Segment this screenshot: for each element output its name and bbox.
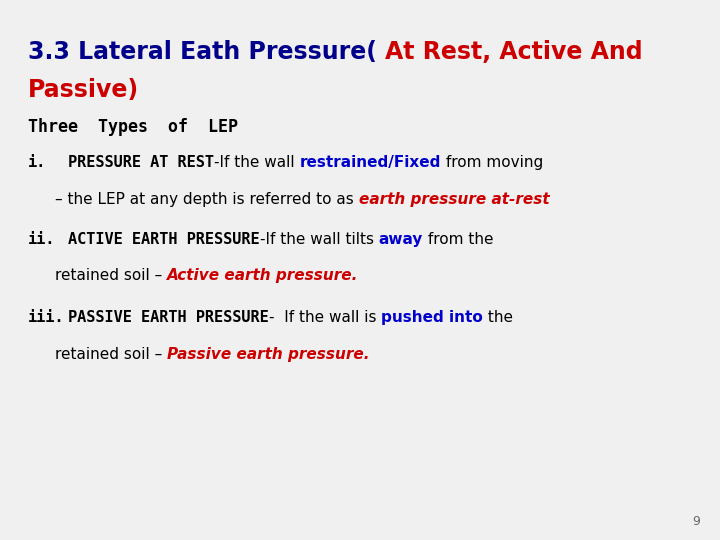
Text: the: the <box>483 310 513 325</box>
Text: iii.: iii. <box>28 310 65 325</box>
Text: ii.: ii. <box>28 232 55 247</box>
Text: PASSIVE EARTH PRESSURE: PASSIVE EARTH PRESSURE <box>68 310 269 325</box>
Text: earth pressure at-rest: earth pressure at-rest <box>359 192 549 207</box>
Text: from the: from the <box>423 232 493 247</box>
Text: retained soil –: retained soil – <box>55 347 167 362</box>
Text: -If the wall tilts: -If the wall tilts <box>260 232 379 247</box>
Text: 3.3 Lateral Eath Pressure(: 3.3 Lateral Eath Pressure( <box>28 40 385 64</box>
Text: At Rest, Active And: At Rest, Active And <box>385 40 643 64</box>
Text: – the LEP at any depth is referred to as: – the LEP at any depth is referred to as <box>55 192 359 207</box>
Text: away: away <box>379 232 423 247</box>
Text: PRESSURE AT REST: PRESSURE AT REST <box>68 155 214 170</box>
Text: retained soil –: retained soil – <box>55 268 167 283</box>
Text: Passive): Passive) <box>28 78 139 102</box>
Text: 9: 9 <box>692 515 700 528</box>
Text: ACTIVE EARTH PRESSURE: ACTIVE EARTH PRESSURE <box>68 232 260 247</box>
Text: -  If the wall is: - If the wall is <box>269 310 381 325</box>
Text: Three  Types  of  LEP: Three Types of LEP <box>28 118 238 136</box>
Text: Passive earth pressure.: Passive earth pressure. <box>167 347 369 362</box>
Text: pushed into: pushed into <box>381 310 483 325</box>
Text: restrained/Fixed: restrained/Fixed <box>300 155 441 170</box>
Text: from moving: from moving <box>441 155 543 170</box>
Text: -If the wall: -If the wall <box>214 155 300 170</box>
Text: Active earth pressure.: Active earth pressure. <box>167 268 359 283</box>
Text: i.: i. <box>28 155 46 170</box>
